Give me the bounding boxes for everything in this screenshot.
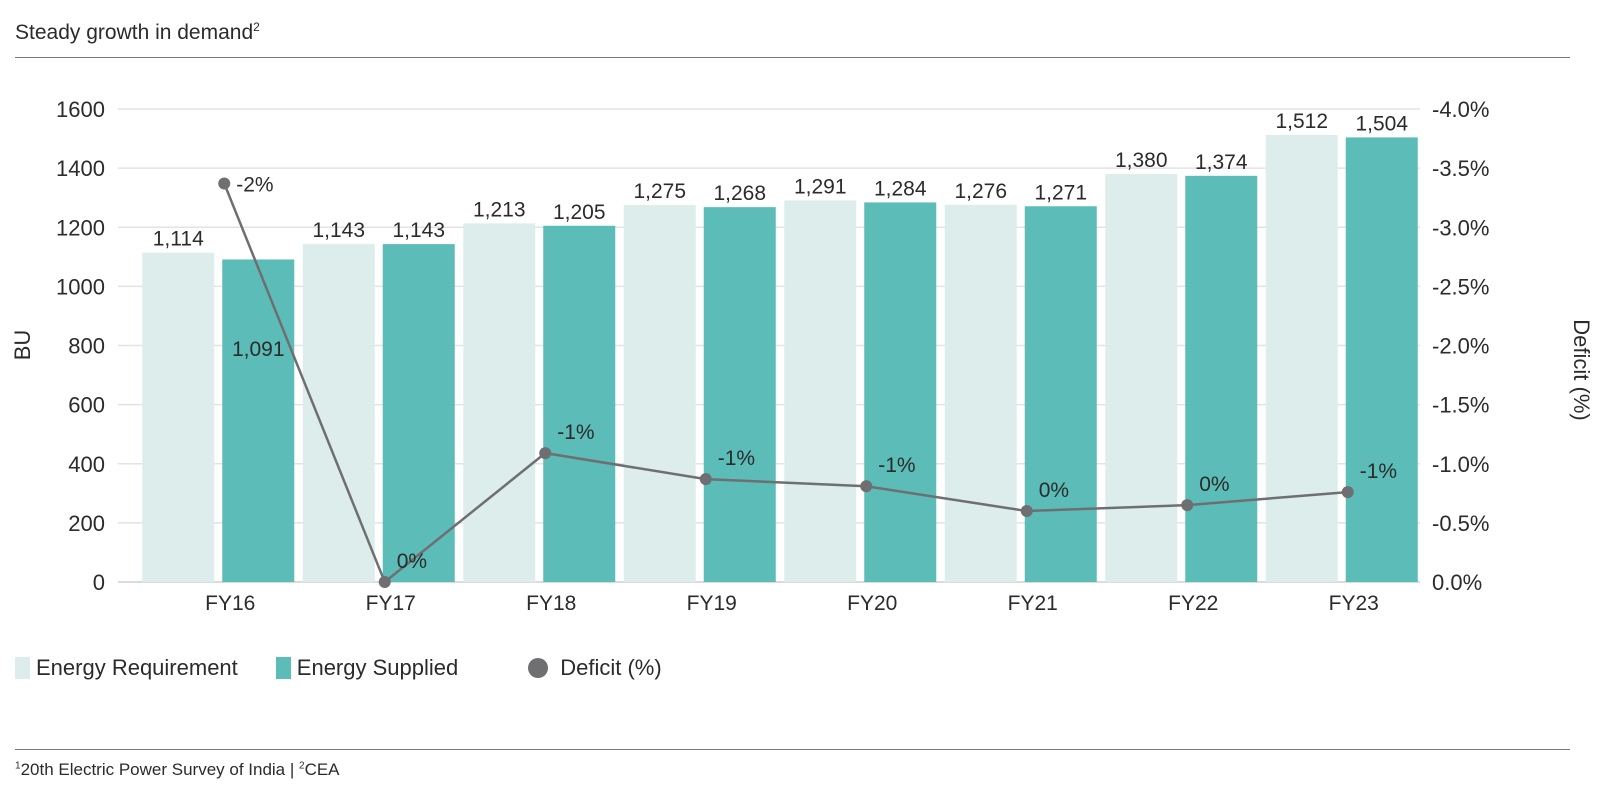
data-label-supplied: 1,504 <box>1355 112 1408 135</box>
bar-energy-supplied <box>222 259 295 582</box>
x-tick-label: FY18 <box>526 592 576 615</box>
y-right-tick-label: -2.0% <box>1432 334 1489 359</box>
data-label-requirement: 1,512 <box>1275 110 1328 133</box>
deficit-point <box>539 447 552 460</box>
deficit-label: 0% <box>397 550 427 573</box>
y-tick-label: 200 <box>68 511 105 536</box>
legend-label: Energy Requirement <box>36 655 238 680</box>
deficit-label: -1% <box>718 447 755 470</box>
y-tick-label: 0 <box>93 570 105 595</box>
footnote-text: CEA <box>304 760 340 779</box>
legend-swatch-requirement <box>15 657 30 679</box>
y-tick-label: 1400 <box>56 156 105 181</box>
data-label-supplied: 1,143 <box>392 219 445 242</box>
chart-title: Steady growth in demand2 <box>15 20 260 45</box>
data-label-supplied: 1,091 <box>232 338 285 361</box>
deficit-label: -1% <box>557 421 594 444</box>
footnote-sup: 1 <box>15 760 21 772</box>
bar-energy-requirement <box>944 204 1017 582</box>
title-text: Steady growth in demand <box>15 21 254 44</box>
deficit-line <box>223 183 1348 585</box>
legend-label: Deficit (%) <box>560 655 662 680</box>
y-right-tick-label: 0.0% <box>1432 570 1482 595</box>
legend-label: Energy Supplied <box>296 655 459 680</box>
y-tick-label: 1200 <box>56 215 105 240</box>
bar-energy-requirement <box>463 223 536 583</box>
deficit-point <box>218 177 231 190</box>
legend-item-deficit: Deficit (%) <box>496 655 662 681</box>
y-tick-label: 600 <box>68 393 105 418</box>
data-label-requirement: 1,276 <box>954 180 1007 203</box>
y-tick-label: 800 <box>68 334 105 359</box>
bar-energy-requirement <box>784 200 857 582</box>
deficit-label: 0% <box>1199 473 1229 496</box>
deficit-label: -1% <box>878 454 915 477</box>
data-label-requirement: 1,114 <box>153 228 204 251</box>
y-right-tick-label: -3.5% <box>1432 156 1489 181</box>
legend-item-supplied: Energy Supplied <box>275 655 459 681</box>
x-tick-label: FY20 <box>847 592 897 615</box>
deficit-label: -1% <box>1360 460 1397 483</box>
data-label-requirement: 1,213 <box>473 198 526 221</box>
data-label-supplied: 1,374 <box>1195 151 1248 174</box>
x-tick-label: FY21 <box>1008 592 1058 615</box>
footnote-sup: 2 <box>299 760 305 772</box>
deficit-point <box>1181 499 1194 512</box>
x-tick-label: FY23 <box>1329 592 1379 615</box>
y-axis-label: BU <box>10 330 35 361</box>
y-right-tick-label: -0.5% <box>1432 511 1489 536</box>
deficit-point <box>1341 486 1354 499</box>
bar-energy-supplied <box>1345 137 1418 582</box>
deficit-point <box>1020 505 1033 518</box>
data-label-supplied: 1,271 <box>1034 181 1087 204</box>
data-label-requirement: 1,275 <box>633 180 686 203</box>
y-right-tick-label: -3.0% <box>1432 215 1489 240</box>
data-label-requirement: 1,380 <box>1115 149 1168 172</box>
bar-energy-supplied <box>543 225 616 582</box>
y-right-axis-label: Deficit (%) <box>1569 319 1594 420</box>
bar-energy-supplied <box>382 244 455 582</box>
legend-item-requirement: Energy Requirement <box>15 655 238 681</box>
x-tick-label: FY22 <box>1168 592 1218 615</box>
bar-energy-supplied <box>864 202 937 583</box>
bar-energy-requirement <box>1265 135 1338 582</box>
legend-marker-deficit <box>528 658 549 678</box>
data-label-requirement: 1,291 <box>794 175 847 198</box>
y-tick-label: 1600 <box>56 97 105 122</box>
bar-energy-supplied <box>1185 175 1258 582</box>
footnote-text: 20th Electric Power Survey of India | <box>20 760 299 779</box>
title-superscript: 2 <box>253 20 260 34</box>
deficit-point <box>699 473 712 486</box>
legend-swatch-supplied <box>275 657 291 679</box>
bar-energy-supplied <box>703 207 776 582</box>
x-tick-label: FY19 <box>687 592 737 615</box>
y-right-tick-label: -1.5% <box>1432 393 1489 418</box>
y-tick-label: 400 <box>68 452 105 477</box>
data-label-supplied: 1,284 <box>874 177 927 200</box>
title-divider <box>15 57 1570 58</box>
footnote: 120th Electric Power Survey of India | 2… <box>15 760 340 780</box>
bar-energy-requirement <box>1105 174 1178 582</box>
y-right-tick-label: -1.0% <box>1432 452 1489 477</box>
y-right-tick-label: -2.5% <box>1432 274 1489 299</box>
deficit-point <box>860 480 873 493</box>
data-label-supplied: 1,268 <box>713 182 766 205</box>
footnote-divider <box>15 749 1570 750</box>
deficit-label: -2% <box>236 173 273 196</box>
bar-energy-supplied <box>1024 206 1097 582</box>
legend: Energy Requirement Energy Supplied Defic… <box>15 655 700 681</box>
y-right-tick-label: -4.0% <box>1432 97 1489 122</box>
y-tick-label: 1000 <box>56 274 105 299</box>
bar-energy-requirement <box>623 205 696 582</box>
deficit-point <box>378 576 391 588</box>
x-tick-label: FY17 <box>366 592 416 615</box>
data-label-supplied: 1,205 <box>553 201 606 224</box>
deficit-label: 0% <box>1039 479 1069 502</box>
x-tick-label: FY16 <box>205 592 255 615</box>
data-label-requirement: 1,143 <box>312 219 365 242</box>
bar-energy-requirement <box>142 252 215 582</box>
chart-plot: 0 0.0% 200 -0.5% 400 -1.0% 600 -1.5% 800 -2.0% 100… <box>10 97 1594 615</box>
